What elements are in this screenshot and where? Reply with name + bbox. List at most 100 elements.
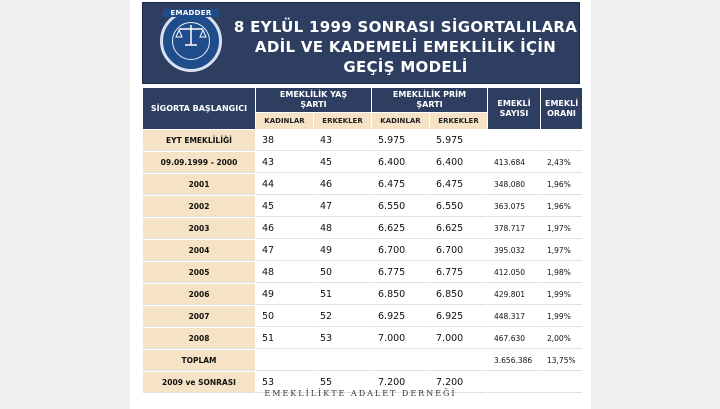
premium-women-cell: 6.550: [372, 196, 429, 217]
premium-men-cell: 6.625: [430, 218, 487, 239]
header-age-men: ERKEKLER: [314, 113, 371, 129]
age-men-cell: 47: [314, 196, 371, 217]
premium-women-cell: 6.850: [372, 284, 429, 305]
retiree-rate-cell: 1,97%: [541, 218, 582, 239]
association-logo: EMADDER: [160, 9, 222, 72]
retiree-rate-cell: 1,99%: [541, 306, 582, 327]
retiree-rate-cell: 2,43%: [541, 152, 582, 173]
header-premium-women: KADINLAR: [372, 113, 429, 129]
retiree-count-cell: 467.630: [488, 328, 540, 349]
infographic-card: EMADDER 8 EYLÜL 1999 SONRASI SİGORTALILA…: [130, 0, 591, 409]
premium-men-cell: [430, 350, 487, 371]
retiree-rate-cell: 1,96%: [541, 174, 582, 195]
retiree-rate-cell: 1,97%: [541, 240, 582, 261]
retiree-count-cell: 429.801: [488, 284, 540, 305]
retiree-rate-cell: 13,75%: [541, 350, 582, 371]
premium-women-cell: 7.000: [372, 328, 429, 349]
retiree-count-cell: 348.080: [488, 174, 540, 195]
premium-women-cell: 6.400: [372, 152, 429, 173]
header-age-requirement: EMEKLİLİK YAŞ ŞARTI: [256, 88, 371, 112]
scales-of-justice-icon: [175, 25, 207, 46]
age-women-cell: 46: [256, 218, 313, 239]
premium-women-cell: 7.200: [372, 372, 429, 393]
age-men-cell: 46: [314, 174, 371, 195]
table-row: 2006 49 51 6.850 6.850 429.801 1,99%: [143, 284, 582, 305]
row-label: TOPLAM: [143, 350, 255, 371]
age-men-cell: 43: [314, 130, 371, 151]
row-label: 2004: [143, 240, 255, 261]
age-men-cell: 53: [314, 328, 371, 349]
premium-women-cell: 6.625: [372, 218, 429, 239]
retiree-count-cell: 412.050: [488, 262, 540, 283]
premium-women-cell: 6.475: [372, 174, 429, 195]
age-women-cell: 50: [256, 306, 313, 327]
age-men-cell: 45: [314, 152, 371, 173]
premium-women-cell: 5.975: [372, 130, 429, 151]
age-men-cell: 52: [314, 306, 371, 327]
table-row: 2008 51 53 7.000 7.000 467.630 2,00%: [143, 328, 582, 349]
logo-ring: [172, 22, 210, 60]
premium-men-cell: 6.475: [430, 174, 487, 195]
age-men-cell: 50: [314, 262, 371, 283]
retiree-count-cell: 363.075: [488, 196, 540, 217]
age-women-cell: 48: [256, 262, 313, 283]
table-row: TOPLAM 3.656.386 13,75%: [143, 350, 582, 371]
retiree-count-cell: 448.317: [488, 306, 540, 327]
age-women-cell: 47: [256, 240, 313, 261]
transition-model-table: SİGORTA BAŞLANGICI EMEKLİLİK YAŞ ŞARTI E…: [142, 87, 583, 394]
premium-women-cell: 6.700: [372, 240, 429, 261]
table-row: 2009 ve SONRASI 53 55 7.200 7.200: [143, 372, 582, 393]
row-label: 2006: [143, 284, 255, 305]
title-line-1: 8 EYLÜL 1999 SONRASI SİGORTALILARA: [233, 18, 578, 36]
retiree-count-cell: [488, 130, 540, 151]
footer-association-name: EMEKLİLİKTE ADALET DERNEĞİ: [264, 389, 457, 398]
header-insurance-start: SİGORTA BAŞLANGICI: [143, 88, 255, 129]
table-row: 2003 46 48 6.625 6.625 378.717 1,97%: [143, 218, 582, 239]
premium-men-cell: 6.850: [430, 284, 487, 305]
premium-women-cell: [372, 350, 429, 371]
age-women-cell: 38: [256, 130, 313, 151]
age-women-cell: 45: [256, 196, 313, 217]
page-title: 8 EYLÜL 1999 SONRASI SİGORTALILARA ADİL …: [233, 17, 578, 77]
retiree-rate-cell: 1,96%: [541, 196, 582, 217]
retiree-rate-cell: 1,99%: [541, 284, 582, 305]
header-age-women: KADINLAR: [256, 113, 313, 129]
row-label: 2002: [143, 196, 255, 217]
row-label: 2001: [143, 174, 255, 195]
retiree-count-cell: 378.717: [488, 218, 540, 239]
age-men-cell: 48: [314, 218, 371, 239]
row-label: 2007: [143, 306, 255, 327]
header-premium-requirement: EMEKLİLİK PRİM ŞARTI: [372, 88, 487, 112]
table-row: 2004 47 49 6.700 6.700 395.032 1,97%: [143, 240, 582, 261]
retiree-count-cell: 3.656.386: [488, 350, 540, 371]
table-row: EYT EMEKLİLİĞİ 38 43 5.975 5.975: [143, 130, 582, 151]
age-men-cell: 49: [314, 240, 371, 261]
row-label: 2009 ve SONRASI: [143, 372, 255, 393]
premium-men-cell: 6.700: [430, 240, 487, 261]
retiree-rate-cell: [541, 130, 582, 151]
premium-men-cell: 7.200: [430, 372, 487, 393]
title-line-3: GEÇİŞ MODELİ: [343, 58, 468, 76]
retiree-rate-cell: 1,98%: [541, 262, 582, 283]
age-women-cell: [256, 350, 313, 371]
premium-men-cell: 6.775: [430, 262, 487, 283]
retiree-count-cell: [488, 372, 540, 393]
age-men-cell: [314, 350, 371, 371]
premium-women-cell: 6.925: [372, 306, 429, 327]
premium-men-cell: 6.400: [430, 152, 487, 173]
age-women-cell: 51: [256, 328, 313, 349]
age-women-cell: 43: [256, 152, 313, 173]
table-row: 2001 44 46 6.475 6.475 348.080 1,96%: [143, 174, 582, 195]
header-retiree-count: EMEKLİ SAYISI: [488, 88, 540, 129]
table-row: 2005 48 50 6.775 6.775 412.050 1,98%: [143, 262, 582, 283]
retiree-count-cell: 395.032: [488, 240, 540, 261]
age-women-cell: 53: [256, 372, 313, 393]
premium-men-cell: 5.975: [430, 130, 487, 151]
retiree-rate-cell: [541, 372, 582, 393]
title-line-2: ADİL VE KADEMELİ EMEKLİLİK İÇİN: [254, 38, 557, 56]
retiree-count-cell: 413.684: [488, 152, 540, 173]
age-men-cell: 51: [314, 284, 371, 305]
title-banner: EMADDER 8 EYLÜL 1999 SONRASI SİGORTALILA…: [142, 2, 580, 84]
header-premium-men: ERKEKLER: [430, 113, 487, 129]
premium-men-cell: 6.550: [430, 196, 487, 217]
